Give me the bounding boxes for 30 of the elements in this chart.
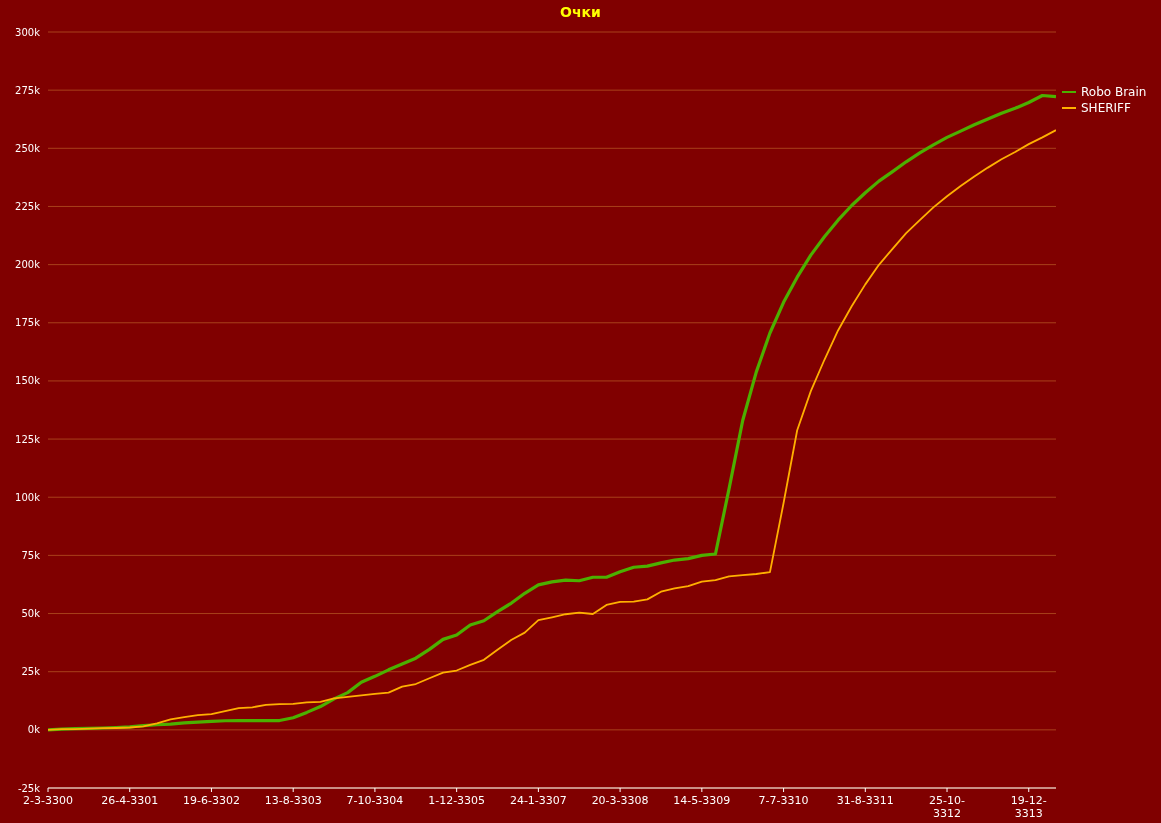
y-tick-label: 175k [15,317,41,329]
y-tick-label: 225k [15,201,41,213]
x-tick-label: 14-5-3309 [673,794,731,807]
x-tick-label: 2-3-3300 [23,794,73,807]
x-tick-label: 26-4-3301 [101,794,159,807]
legend-label: Robo Brain [1081,85,1147,99]
y-tick-label: 250k [15,142,41,154]
y-tick-label: 50k [21,608,41,620]
x-tick-label: 19-12-3313 [1010,794,1047,820]
x-tick-label: 7-7-3310 [758,794,809,807]
chart-title: Очки [559,4,602,20]
x-tick-label: 7-10-3304 [346,794,404,807]
x-tick-label: 13-8-3303 [264,794,322,807]
x-tick-label: 20-3-3308 [591,794,649,807]
x-tick-label: 25-10-3312 [929,794,966,820]
x-tick-label: 31-8-3311 [836,794,894,807]
y-tick-label: 25k [21,666,41,678]
y-tick-label: 75k [21,549,41,561]
y-tick-label: 0k [27,724,41,736]
y-tick-label: 275k [15,84,41,96]
y-tick-label: 300k [15,26,41,38]
y-tick-label: 125k [15,433,41,445]
y-tick-label: 200k [15,259,41,271]
legend-label: SHERIFF [1081,101,1131,115]
x-tick-label: 1-12-3305 [428,794,486,807]
x-tick-label: 19-6-3302 [182,794,240,807]
x-tick-label: 24-1-3307 [509,794,567,807]
y-tick-label: 100k [15,491,41,503]
y-tick-label: -25k [17,782,41,794]
y-tick-label: 150k [15,375,41,387]
